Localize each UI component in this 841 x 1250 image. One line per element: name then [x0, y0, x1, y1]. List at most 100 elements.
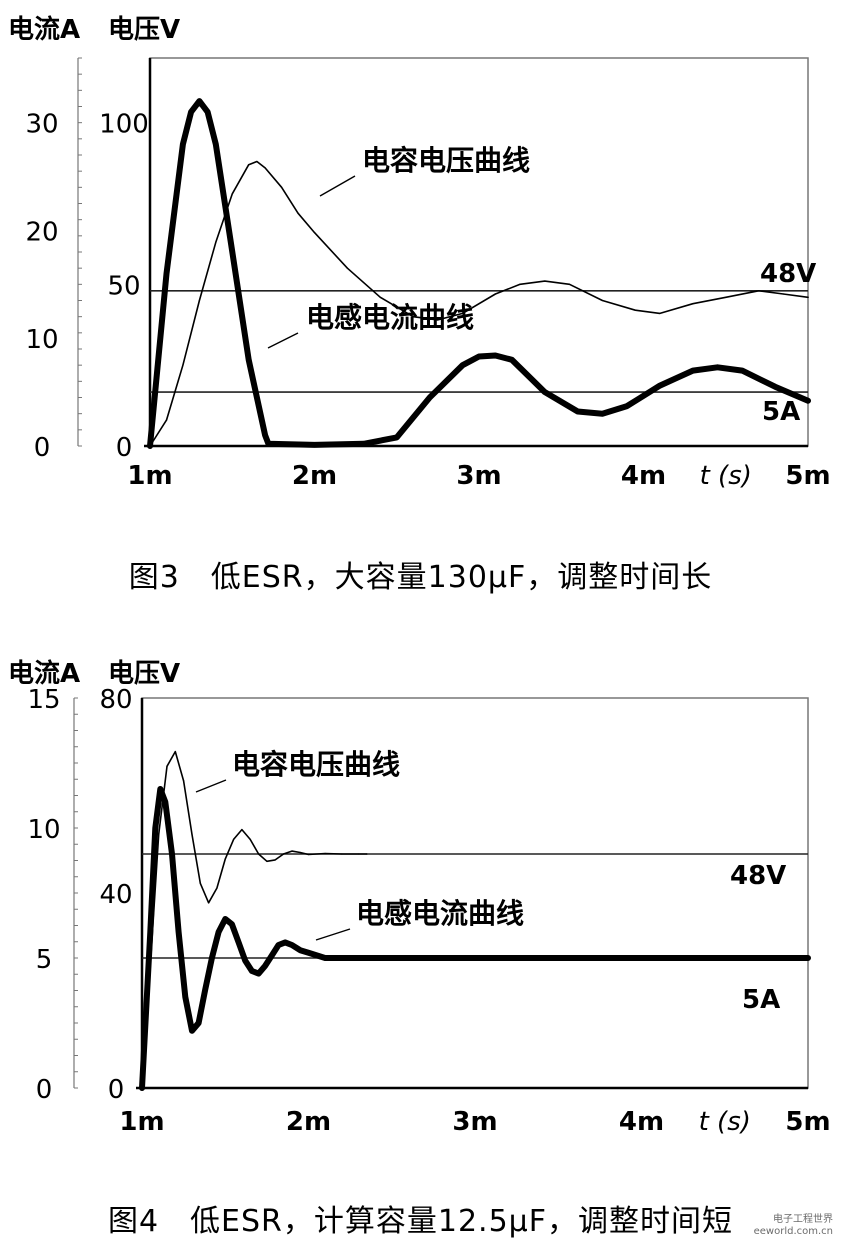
voltage-tick-label: 100 [99, 110, 149, 140]
series-point [313, 232, 316, 234]
series-point [208, 902, 210, 904]
current-tick-label: 0 [36, 1075, 53, 1105]
current-tick-label: 10 [25, 325, 58, 355]
voltage-tick-label: 0 [116, 433, 133, 463]
series-point [478, 355, 480, 358]
series-point [216, 887, 218, 889]
current-axis-title: 电流A [8, 659, 80, 689]
series-point [291, 944, 293, 946]
series-point [267, 443, 269, 445]
series-point [241, 829, 243, 831]
annotation-leader [267, 332, 299, 349]
series-point [191, 833, 193, 836]
series-point [692, 370, 694, 372]
series-annotation: 电容电压曲线 [232, 748, 400, 781]
series-point [281, 186, 283, 188]
series-annotation: 电感电流曲线 [306, 301, 474, 334]
series-point [149, 445, 151, 447]
watermark-line1: 电子工程世界 [773, 1214, 833, 1225]
x-tick-label: 1m [119, 1107, 164, 1137]
series-point [341, 853, 343, 855]
series-point [207, 111, 209, 113]
series-point [277, 944, 280, 946]
series-point [324, 957, 326, 959]
series-point [659, 312, 661, 314]
series-point [258, 853, 260, 855]
voltage-tick-label: 50 [107, 271, 140, 301]
series-point [158, 833, 160, 836]
plot-frame [149, 57, 809, 447]
series-point [231, 251, 233, 253]
series-point [341, 957, 343, 959]
x-tick-label: 1m [127, 461, 172, 491]
series-point [474, 957, 476, 959]
reference-line-label: 48V [730, 861, 786, 891]
series-point [307, 952, 310, 954]
series-point [249, 838, 251, 840]
reference-line-label: 48V [760, 259, 816, 289]
series-point [716, 366, 719, 368]
series-point [248, 164, 250, 166]
series-point [374, 957, 376, 959]
series-point [462, 364, 464, 366]
series-point [807, 296, 809, 298]
current-tick-label: 10 [27, 815, 60, 845]
series-point [437, 319, 439, 321]
series-point [198, 299, 200, 302]
x-tick-label: 5m [785, 1107, 830, 1137]
series-point [626, 405, 628, 407]
series-point [184, 996, 186, 998]
series-point [191, 1030, 193, 1032]
series-point [412, 316, 414, 318]
figure-3-caption: 图3 低ESR，大容量130μF，调整时间长 [128, 560, 713, 595]
series-point [215, 241, 217, 243]
series-point [264, 434, 266, 436]
series-point [396, 436, 398, 438]
series-point [231, 193, 233, 195]
series-point [256, 160, 258, 163]
series-point [233, 838, 235, 840]
series-point [274, 859, 276, 861]
series-point [366, 853, 368, 855]
series-point [171, 853, 173, 855]
series-point [215, 143, 217, 145]
voltage-series-line [149, 160, 809, 447]
series-point [313, 444, 316, 446]
series-point [248, 359, 250, 361]
voltage-tick-label: 80 [99, 685, 132, 715]
figure-4-caption: 图4 低ESR，计算容量12.5μF，调整时间短 [107, 1204, 734, 1239]
series-point [640, 957, 643, 959]
series-point [199, 882, 201, 884]
current-series-line [139, 786, 811, 1091]
series-point [218, 931, 220, 933]
voltage-axis-title: 电压V [108, 659, 180, 689]
series-point [271, 954, 273, 956]
series-point [307, 853, 310, 856]
series-point [568, 283, 571, 285]
series-point [182, 143, 184, 145]
series-point [174, 751, 176, 753]
series-point [183, 780, 185, 782]
series-point [165, 419, 168, 421]
series-annotation: 电容电压曲线 [362, 144, 530, 177]
series-point [224, 918, 226, 920]
series-point [634, 309, 636, 311]
series-point [346, 267, 348, 269]
series-point [363, 443, 365, 445]
x-tick-label: 3m [452, 1107, 497, 1137]
series-point [198, 1022, 200, 1024]
reference-line-label: 5A [762, 397, 800, 427]
series-point [379, 296, 381, 298]
series-point [462, 312, 464, 314]
watermark: 电子工程世界 eeworld.com.cn [754, 1214, 833, 1238]
current-tick-label: 30 [25, 110, 58, 140]
x-tick-label: 2m [286, 1107, 331, 1137]
series-point [211, 957, 213, 959]
x-axis-label: t (s) [700, 461, 752, 491]
x-tick-label: 3m [456, 461, 501, 491]
annotation-leader [319, 175, 356, 197]
series-point [725, 296, 727, 298]
current-tick-label: 20 [25, 217, 58, 247]
series-point [807, 957, 809, 959]
series-point [284, 941, 286, 943]
